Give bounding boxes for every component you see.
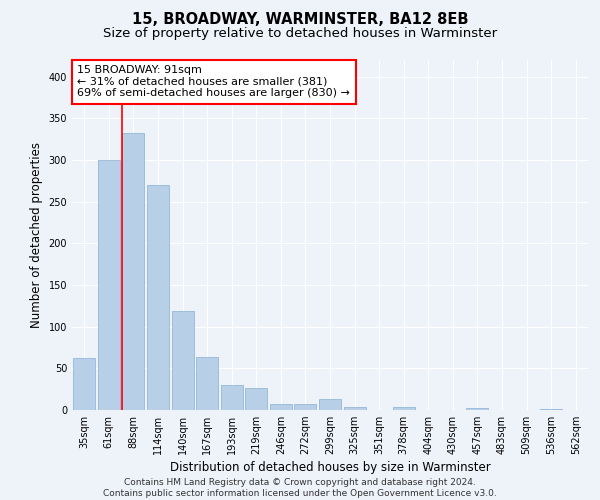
- Bar: [98, 160, 120, 410]
- Text: Contains HM Land Registry data © Crown copyright and database right 2024.
Contai: Contains HM Land Registry data © Crown c…: [103, 478, 497, 498]
- Bar: [344, 406, 365, 410]
- Bar: [245, 388, 268, 410]
- X-axis label: Distribution of detached houses by size in Warminster: Distribution of detached houses by size …: [170, 462, 490, 474]
- Text: 15 BROADWAY: 91sqm
← 31% of detached houses are smaller (381)
69% of semi-detach: 15 BROADWAY: 91sqm ← 31% of detached hou…: [77, 66, 350, 98]
- Bar: [392, 406, 415, 410]
- Bar: [319, 399, 341, 410]
- Bar: [221, 385, 243, 410]
- Bar: [270, 404, 292, 410]
- Bar: [295, 404, 316, 410]
- Bar: [466, 408, 488, 410]
- Bar: [147, 185, 169, 410]
- Bar: [196, 356, 218, 410]
- Bar: [122, 134, 145, 410]
- Y-axis label: Number of detached properties: Number of detached properties: [30, 142, 43, 328]
- Text: 15, BROADWAY, WARMINSTER, BA12 8EB: 15, BROADWAY, WARMINSTER, BA12 8EB: [132, 12, 468, 28]
- Bar: [540, 409, 562, 410]
- Text: Size of property relative to detached houses in Warminster: Size of property relative to detached ho…: [103, 28, 497, 40]
- Bar: [172, 311, 194, 410]
- Bar: [73, 358, 95, 410]
